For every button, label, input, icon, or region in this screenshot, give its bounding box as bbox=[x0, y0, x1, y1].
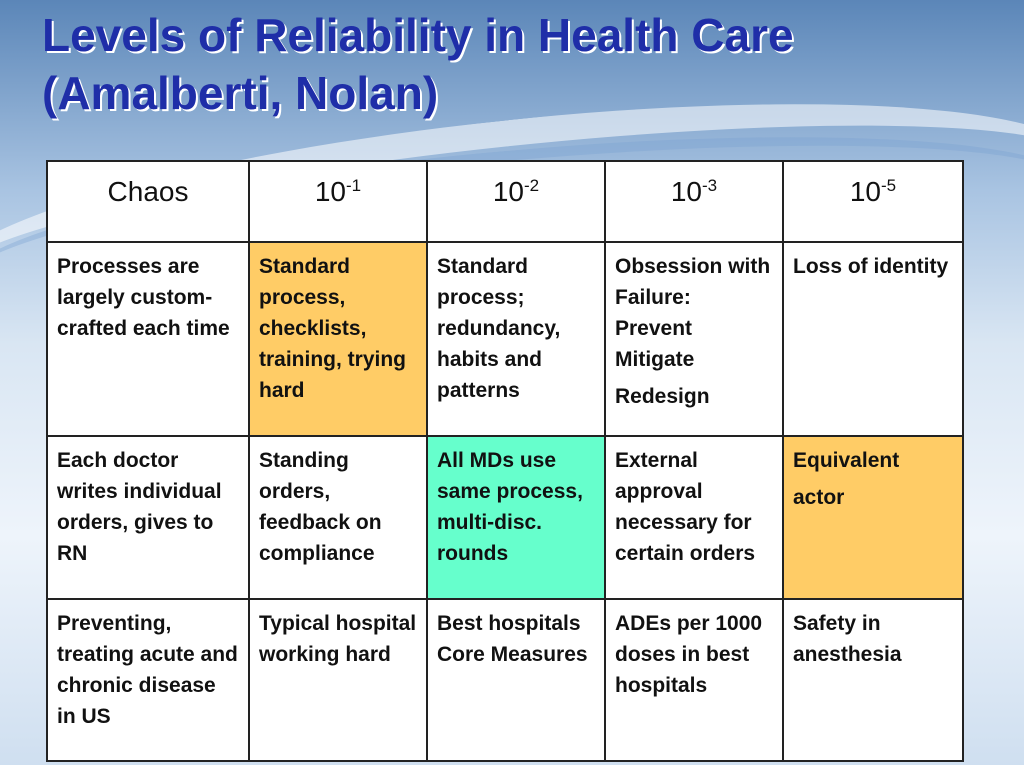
header-level-1: 10-1 bbox=[248, 160, 428, 243]
header-level-5: 10-5 bbox=[782, 160, 964, 243]
cell-text: External approval necessary for certain … bbox=[615, 449, 756, 565]
header-base: 10 bbox=[849, 176, 882, 207]
header-exponent: -5 bbox=[881, 176, 897, 195]
table-cell-highlighted: All MDs use same process, multi-disc. ro… bbox=[426, 435, 606, 600]
cell-text: Standing orders, feedback on compliance bbox=[259, 449, 382, 565]
table-row: Processes are largely custom-crafted eac… bbox=[46, 241, 964, 437]
cell-text: Standard process; redundancy, habits and… bbox=[437, 255, 561, 402]
table-cell: Best hospitals Core Measures bbox=[426, 598, 606, 762]
table-cell: Safety in anesthesia bbox=[782, 598, 964, 762]
header-base: 10 bbox=[492, 176, 525, 207]
slide-title-line2: (Amalberti, Nolan) bbox=[42, 67, 439, 119]
header-level-3: 10-3 bbox=[604, 160, 784, 243]
table-cell: ADEs per 1000 doses in best hospitals bbox=[604, 598, 784, 762]
cell-text: Preventing, treating acute and chronic d… bbox=[57, 612, 238, 728]
table-cell: Each doctor writes individual orders, gi… bbox=[46, 435, 250, 600]
header-base: 10 bbox=[670, 176, 703, 207]
header-text: Chaos bbox=[107, 176, 189, 207]
cell-text: Best hospitals Core Measures bbox=[437, 612, 588, 666]
cell-text: Equivalent bbox=[793, 449, 900, 472]
header-chaos: Chaos bbox=[46, 160, 250, 243]
cell-text: All MDs use same process, multi-disc. ro… bbox=[437, 449, 583, 565]
header-level-2: 10-2 bbox=[426, 160, 606, 243]
cell-text: Safety in anesthesia bbox=[793, 612, 902, 666]
cell-text: Redesign bbox=[615, 385, 710, 408]
table-cell-highlighted: Equivalent actor bbox=[782, 435, 964, 600]
cell-text: Obsession with Failure: Prevent Mitigate bbox=[615, 255, 771, 371]
cell-text: Typical hospital working hard bbox=[259, 612, 417, 666]
cell-text: Loss of identity bbox=[793, 255, 949, 278]
slide-title-line1: Levels of Reliability in Health Care bbox=[42, 9, 794, 61]
table-cell: Processes are largely custom-crafted eac… bbox=[46, 241, 250, 437]
header-exponent: -1 bbox=[346, 176, 362, 195]
cell-text: Standard process, checklists, training, … bbox=[259, 255, 406, 402]
table-cell-highlighted: Standard process, checklists, training, … bbox=[248, 241, 428, 437]
table-cell: Standard process; redundancy, habits and… bbox=[426, 241, 606, 437]
table-cell: Loss of identity bbox=[782, 241, 964, 437]
reliability-table: Chaos 10-1 10-2 10-3 10-5 Processes are … bbox=[46, 160, 964, 762]
table-row: Each doctor writes individual orders, gi… bbox=[46, 435, 964, 600]
cell-text: Processes are largely custom-crafted eac… bbox=[57, 255, 230, 340]
table-cell: External approval necessary for certain … bbox=[604, 435, 784, 600]
cell-text: Each doctor writes individual orders, gi… bbox=[57, 449, 222, 565]
header-exponent: -2 bbox=[524, 176, 540, 195]
table-cell: Preventing, treating acute and chronic d… bbox=[46, 598, 250, 762]
table-header-row: Chaos 10-1 10-2 10-3 10-5 bbox=[46, 160, 964, 243]
table-row: Preventing, treating acute and chronic d… bbox=[46, 598, 964, 762]
table-cell: Standing orders, feedback on compliance bbox=[248, 435, 428, 600]
header-base: 10 bbox=[314, 176, 347, 207]
table-cell: Typical hospital working hard bbox=[248, 598, 428, 762]
header-exponent: -3 bbox=[702, 176, 718, 195]
cell-text: actor bbox=[793, 486, 845, 509]
slide-title: Levels of Reliability in Health Care (Am… bbox=[42, 6, 794, 122]
table-cell: Obsession with Failure: Prevent Mitigate… bbox=[604, 241, 784, 437]
cell-text: ADEs per 1000 doses in best hospitals bbox=[615, 612, 763, 697]
